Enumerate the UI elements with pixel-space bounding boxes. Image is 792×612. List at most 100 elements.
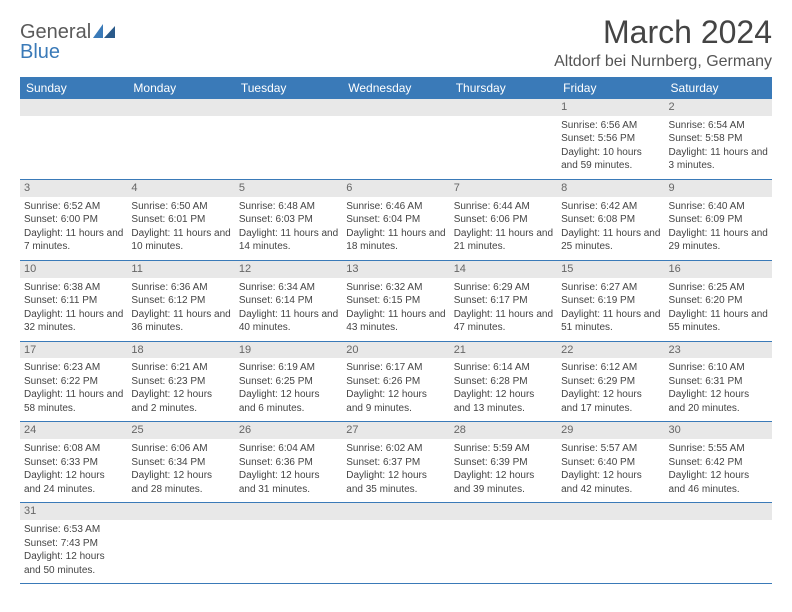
sunrise-text: Sunrise: 6:10 AM bbox=[669, 361, 768, 375]
daylight-text: Daylight: 12 hours and 28 minutes. bbox=[131, 469, 230, 496]
daylight-text: Daylight: 12 hours and 35 minutes. bbox=[346, 469, 445, 496]
calendar-day-cell: 13Sunrise: 6:32 AMSunset: 6:15 PMDayligh… bbox=[342, 260, 449, 341]
day-number: 3 bbox=[20, 180, 127, 197]
sunrise-text: Sunrise: 6:06 AM bbox=[131, 442, 230, 456]
day-number: 22 bbox=[557, 342, 664, 359]
day-details: Sunrise: 6:02 AMSunset: 6:37 PMDaylight:… bbox=[346, 441, 445, 496]
daylight-text: Daylight: 11 hours and 40 minutes. bbox=[239, 308, 338, 335]
day-details: Sunrise: 5:57 AMSunset: 6:40 PMDaylight:… bbox=[561, 441, 660, 496]
calendar-day-cell: 4Sunrise: 6:50 AMSunset: 6:01 PMDaylight… bbox=[127, 179, 234, 260]
calendar-day-cell: 2Sunrise: 6:54 AMSunset: 5:58 PMDaylight… bbox=[665, 99, 772, 179]
calendar-day-cell: 16Sunrise: 6:25 AMSunset: 6:20 PMDayligh… bbox=[665, 260, 772, 341]
sunset-text: Sunset: 6:26 PM bbox=[346, 375, 445, 389]
calendar-day-cell: 6Sunrise: 6:46 AMSunset: 6:04 PMDaylight… bbox=[342, 179, 449, 260]
sunrise-text: Sunrise: 6:12 AM bbox=[561, 361, 660, 375]
calendar-day-cell: 8Sunrise: 6:42 AMSunset: 6:08 PMDaylight… bbox=[557, 179, 664, 260]
sunset-text: Sunset: 7:43 PM bbox=[24, 537, 123, 551]
day-number bbox=[557, 503, 664, 520]
sunrise-text: Sunrise: 6:54 AM bbox=[669, 119, 768, 133]
day-header: Tuesday bbox=[235, 77, 342, 99]
day-details: Sunrise: 6:29 AMSunset: 6:17 PMDaylight:… bbox=[454, 280, 553, 335]
day-number: 25 bbox=[127, 422, 234, 439]
sunset-text: Sunset: 6:28 PM bbox=[454, 375, 553, 389]
calendar-week-row: 10Sunrise: 6:38 AMSunset: 6:11 PMDayligh… bbox=[20, 260, 772, 341]
day-number bbox=[127, 99, 234, 116]
sunset-text: Sunset: 6:09 PM bbox=[669, 213, 768, 227]
calendar-day-cell: 3Sunrise: 6:52 AMSunset: 6:00 PMDaylight… bbox=[20, 179, 127, 260]
sunrise-text: Sunrise: 6:27 AM bbox=[561, 281, 660, 295]
title-block: March 2024 Altdorf bei Nurnberg, Germany bbox=[554, 14, 772, 71]
day-details: Sunrise: 6:40 AMSunset: 6:09 PMDaylight:… bbox=[669, 199, 768, 254]
calendar-day-cell: 26Sunrise: 6:04 AMSunset: 6:36 PMDayligh… bbox=[235, 422, 342, 503]
sunset-text: Sunset: 6:15 PM bbox=[346, 294, 445, 308]
day-header: Thursday bbox=[450, 77, 557, 99]
day-details: Sunrise: 6:04 AMSunset: 6:36 PMDaylight:… bbox=[239, 441, 338, 496]
day-number: 20 bbox=[342, 342, 449, 359]
sunset-text: Sunset: 6:14 PM bbox=[239, 294, 338, 308]
calendar-day-cell bbox=[665, 503, 772, 584]
sunrise-text: Sunrise: 6:23 AM bbox=[24, 361, 123, 375]
day-number bbox=[20, 99, 127, 116]
daylight-text: Daylight: 11 hours and 55 minutes. bbox=[669, 308, 768, 335]
day-number: 28 bbox=[450, 422, 557, 439]
daylight-text: Daylight: 12 hours and 13 minutes. bbox=[454, 388, 553, 415]
daylight-text: Daylight: 11 hours and 21 minutes. bbox=[454, 227, 553, 254]
day-number: 9 bbox=[665, 180, 772, 197]
day-number: 13 bbox=[342, 261, 449, 278]
location: Altdorf bei Nurnberg, Germany bbox=[554, 53, 772, 71]
brand-text: General Blue bbox=[20, 22, 115, 62]
day-details: Sunrise: 6:19 AMSunset: 6:25 PMDaylight:… bbox=[239, 360, 338, 415]
sunrise-text: Sunrise: 5:59 AM bbox=[454, 442, 553, 456]
day-number: 27 bbox=[342, 422, 449, 439]
daylight-text: Daylight: 11 hours and 51 minutes. bbox=[561, 308, 660, 335]
sunset-text: Sunset: 6:34 PM bbox=[131, 456, 230, 470]
daylight-text: Daylight: 11 hours and 29 minutes. bbox=[669, 227, 768, 254]
sunset-text: Sunset: 6:08 PM bbox=[561, 213, 660, 227]
daylight-text: Daylight: 12 hours and 31 minutes. bbox=[239, 469, 338, 496]
sunset-text: Sunset: 6:25 PM bbox=[239, 375, 338, 389]
day-number: 8 bbox=[557, 180, 664, 197]
day-header: Sunday bbox=[20, 77, 127, 99]
day-number: 11 bbox=[127, 261, 234, 278]
day-details: Sunrise: 5:59 AMSunset: 6:39 PMDaylight:… bbox=[454, 441, 553, 496]
calendar-table: Sunday Monday Tuesday Wednesday Thursday… bbox=[20, 77, 772, 584]
day-number: 4 bbox=[127, 180, 234, 197]
day-number: 31 bbox=[20, 503, 127, 520]
sunrise-text: Sunrise: 6:29 AM bbox=[454, 281, 553, 295]
daylight-text: Daylight: 12 hours and 24 minutes. bbox=[24, 469, 123, 496]
day-details: Sunrise: 6:12 AMSunset: 6:29 PMDaylight:… bbox=[561, 360, 660, 415]
day-details: Sunrise: 6:48 AMSunset: 6:03 PMDaylight:… bbox=[239, 199, 338, 254]
daylight-text: Daylight: 11 hours and 58 minutes. bbox=[24, 388, 123, 415]
calendar-day-cell: 10Sunrise: 6:38 AMSunset: 6:11 PMDayligh… bbox=[20, 260, 127, 341]
sunset-text: Sunset: 6:29 PM bbox=[561, 375, 660, 389]
day-details: Sunrise: 6:23 AMSunset: 6:22 PMDaylight:… bbox=[24, 360, 123, 415]
sunset-text: Sunset: 6:40 PM bbox=[561, 456, 660, 470]
day-details: Sunrise: 6:54 AMSunset: 5:58 PMDaylight:… bbox=[669, 118, 768, 173]
day-details: Sunrise: 6:27 AMSunset: 6:19 PMDaylight:… bbox=[561, 280, 660, 335]
day-number bbox=[450, 503, 557, 520]
day-number: 24 bbox=[20, 422, 127, 439]
day-number: 1 bbox=[557, 99, 664, 116]
sunset-text: Sunset: 6:36 PM bbox=[239, 456, 338, 470]
calendar-day-cell bbox=[342, 503, 449, 584]
sunrise-text: Sunrise: 6:42 AM bbox=[561, 200, 660, 214]
sunrise-text: Sunrise: 6:48 AM bbox=[239, 200, 338, 214]
day-number: 16 bbox=[665, 261, 772, 278]
daylight-text: Daylight: 11 hours and 36 minutes. bbox=[131, 308, 230, 335]
daylight-text: Daylight: 12 hours and 39 minutes. bbox=[454, 469, 553, 496]
day-number: 30 bbox=[665, 422, 772, 439]
daylight-text: Daylight: 11 hours and 18 minutes. bbox=[346, 227, 445, 254]
day-details: Sunrise: 6:56 AMSunset: 5:56 PMDaylight:… bbox=[561, 118, 660, 173]
day-number bbox=[235, 503, 342, 520]
day-details: Sunrise: 6:14 AMSunset: 6:28 PMDaylight:… bbox=[454, 360, 553, 415]
daylight-text: Daylight: 12 hours and 17 minutes. bbox=[561, 388, 660, 415]
sunrise-text: Sunrise: 6:36 AM bbox=[131, 281, 230, 295]
calendar-day-cell: 30Sunrise: 5:55 AMSunset: 6:42 PMDayligh… bbox=[665, 422, 772, 503]
day-details: Sunrise: 6:36 AMSunset: 6:12 PMDaylight:… bbox=[131, 280, 230, 335]
day-number bbox=[342, 99, 449, 116]
daylight-text: Daylight: 12 hours and 9 minutes. bbox=[346, 388, 445, 415]
calendar-day-cell: 18Sunrise: 6:21 AMSunset: 6:23 PMDayligh… bbox=[127, 341, 234, 422]
day-details: Sunrise: 6:10 AMSunset: 6:31 PMDaylight:… bbox=[669, 360, 768, 415]
sunrise-text: Sunrise: 6:25 AM bbox=[669, 281, 768, 295]
sunset-text: Sunset: 6:33 PM bbox=[24, 456, 123, 470]
